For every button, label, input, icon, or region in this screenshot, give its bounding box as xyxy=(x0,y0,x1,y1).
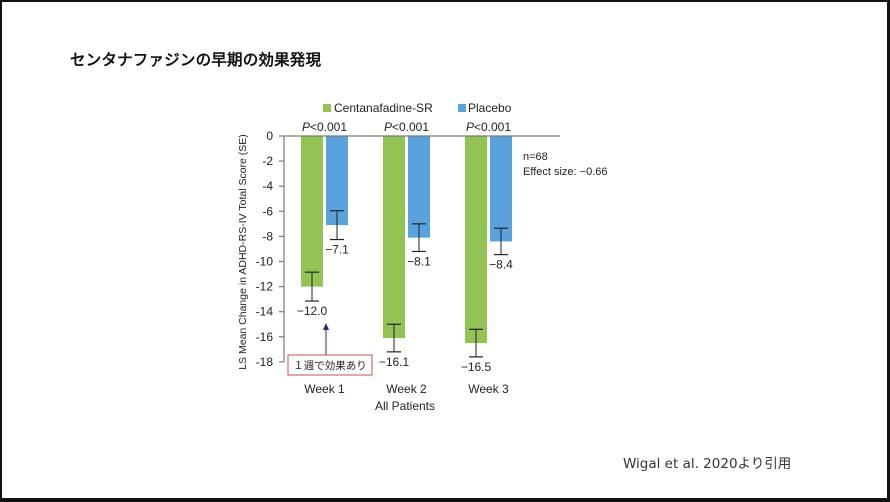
slide-title: センタナファジンの早期の効果発現 xyxy=(70,51,322,69)
y-tick-label: -10 xyxy=(256,255,274,269)
y-tick-label: -4 xyxy=(262,179,273,193)
value-label: −12.0 xyxy=(297,304,328,318)
legend-label-centanafadine: Centanafadine-SR xyxy=(334,101,433,115)
placebo-bar xyxy=(408,136,430,238)
arrow-up-icon xyxy=(323,323,329,330)
p-value-label: P<0.001 xyxy=(302,120,347,134)
p-value-label: P<0.001 xyxy=(384,120,429,134)
centanafadine-bar xyxy=(383,136,405,339)
y-axis-label: LS Mean Change in ADHD-RS-IV Total Score… xyxy=(237,134,249,370)
y-tick-label: -12 xyxy=(256,280,274,294)
value-label: −8.4 xyxy=(489,258,513,272)
x-axis-label: All Patients xyxy=(375,399,435,413)
week1-callout: １週で効果あり xyxy=(287,323,373,376)
y-tick-label: -6 xyxy=(262,204,273,218)
bar-group-week-1: −12.0 −7.1 P<0.001 Week 1 xyxy=(297,120,349,396)
value-label: −8.1 xyxy=(407,254,431,268)
legend-swatch-placebo xyxy=(458,104,466,112)
callout-text: １週で効果あり xyxy=(293,359,367,372)
y-tick-label: -8 xyxy=(262,229,273,243)
value-label: −16.5 xyxy=(461,360,492,374)
y-tick-label: -16 xyxy=(256,330,274,344)
citation: Wigal et al. 2020より引用 xyxy=(623,456,792,472)
placebo-bar xyxy=(490,136,512,242)
x-tick-label: Week 3 xyxy=(468,382,509,396)
bar-group-week-2: −16.1 −8.1 P<0.001 Week 2 xyxy=(379,120,431,396)
legend-label-placebo: Placebo xyxy=(468,101,512,115)
centanafadine-bar xyxy=(301,136,323,287)
callout-box xyxy=(287,354,373,376)
y-tick-label: -18 xyxy=(256,355,274,369)
effect-size-label: Effect size: −0.66 xyxy=(523,166,608,178)
legend: Centanafadine-SR Placebo xyxy=(323,101,512,115)
y-tick-label: 0 xyxy=(266,129,273,143)
x-tick-label: Week 2 xyxy=(386,382,427,396)
placebo-bar xyxy=(326,136,348,226)
value-label: −7.1 xyxy=(325,243,349,257)
sample-size-label: n=68 xyxy=(523,151,548,163)
axes-group: 0 -2 -4 -6 -8 -10 -12 -14 -16 -18 xyxy=(256,129,560,369)
y-tick-label: -14 xyxy=(256,305,274,319)
bars-group: −12.0 −7.1 P<0.001 Week 1 −16.1 −8.1 P<0.001 We… xyxy=(297,120,513,396)
p-value-label: P<0.001 xyxy=(466,120,511,134)
legend-swatch-centanafadine xyxy=(323,104,331,112)
x-tick-label: Week 1 xyxy=(304,382,345,396)
centanafadine-bar xyxy=(465,136,487,344)
bar-group-week-3: −16.5 −8.4 P<0.001 Week 3 xyxy=(461,120,513,396)
value-label: −16.1 xyxy=(379,355,410,369)
y-tick-label: -2 xyxy=(262,154,273,168)
